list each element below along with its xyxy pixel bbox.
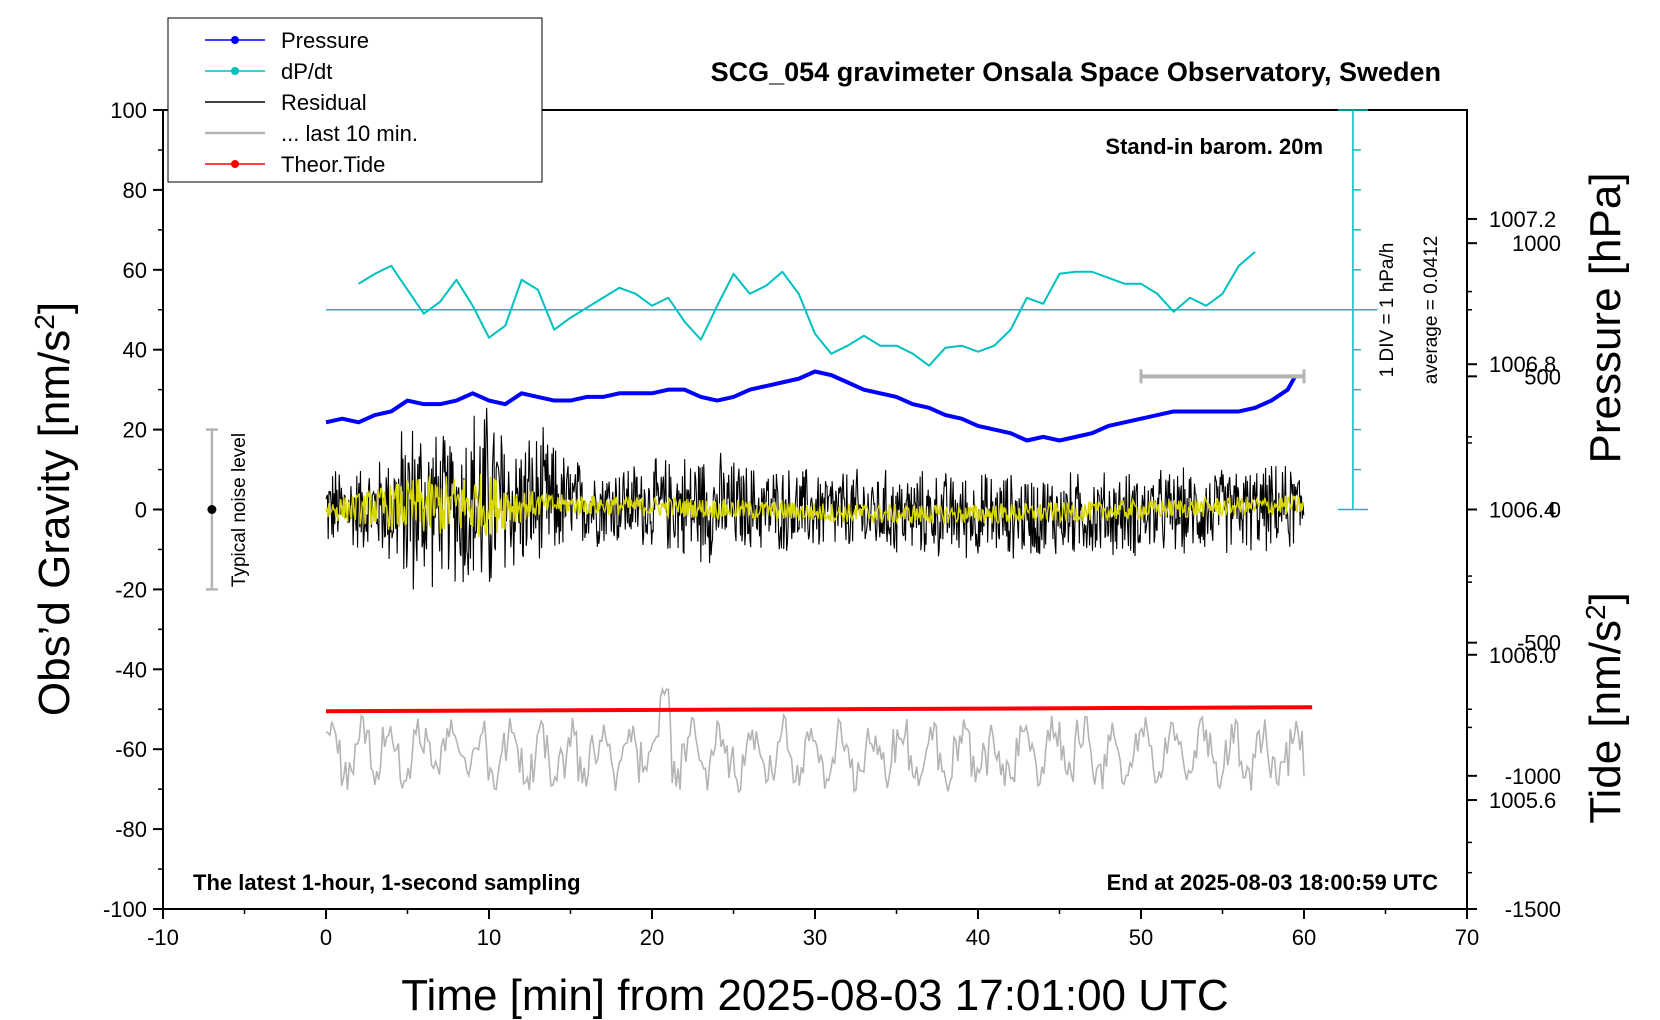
pressure-tick-labels: 1007.2 1006.8 1006.4 1006.0 1005.6 — [1489, 207, 1556, 813]
pressure-tick-label: 1006.0 — [1489, 643, 1556, 668]
y-tick-label: 100 — [110, 98, 147, 123]
legend-label: dP/dt — [281, 59, 332, 84]
legend-box — [167, 17, 543, 183]
legend-label: Theor.Tide — [281, 152, 385, 177]
pressure-tick-label: 1006.4 — [1489, 498, 1556, 523]
bottom-right-note: End at 2025-08-03 18:00:59 UTC — [1107, 870, 1438, 895]
y-tick-label: 60 — [123, 258, 147, 283]
residual-line — [325, 407, 1305, 590]
x-tick-label: 0 — [320, 925, 332, 950]
y-tick-label: -60 — [115, 737, 147, 762]
y-tick-label: 0 — [135, 498, 147, 523]
y-tick-label: -100 — [103, 897, 147, 922]
y-tick-labels: 100 80 60 40 20 0 -20 -40 -60 -80 -100 — [103, 98, 147, 922]
x-tick-label: 10 — [477, 925, 501, 950]
x-tick-label: 50 — [1129, 925, 1153, 950]
x-tick-label: 30 — [803, 925, 827, 950]
y-tick-label: -40 — [115, 657, 147, 682]
x-tick-label: 60 — [1292, 925, 1316, 950]
last-10-min-series — [325, 686, 1305, 794]
y-axis-label-left: Obs’d Gravity [nm/s2] — [29, 302, 80, 716]
div-scale — [1337, 109, 1368, 511]
pressure-series — [325, 369, 1298, 443]
x-tick-label: -10 — [147, 925, 179, 950]
y-tick-label: 80 — [123, 178, 147, 203]
y-tick-label: 20 — [123, 418, 147, 443]
tide-tick-label: 500 — [1524, 364, 1561, 389]
axis-ticks — [153, 109, 1477, 919]
filtered-residual-series — [325, 473, 1304, 538]
tide-tick-label: -500 — [1517, 631, 1561, 656]
barometer-note: Stand-in barom. 20m — [1105, 134, 1323, 159]
tide-tick-labels: 1000 500 0 -500 -1000 -1500 — [1505, 231, 1561, 922]
noise-level-marker — [205, 428, 218, 591]
tide-line — [325, 705, 1313, 714]
legend-label: Pressure — [281, 28, 369, 53]
tide-tick-label: 0 — [1549, 498, 1561, 523]
tide-tick-label: -1500 — [1505, 897, 1561, 922]
legend-label: ... last 10 min. — [281, 121, 418, 146]
y-axis-label-pressure: Pressure [hPa] — [1581, 172, 1630, 463]
legend-marker — [231, 36, 239, 44]
residual-series — [325, 407, 1305, 590]
legend-marker — [231, 160, 239, 168]
noise-label: Typical noise level — [229, 433, 250, 587]
tide-series — [325, 705, 1313, 714]
pressure-line — [325, 369, 1298, 443]
y-tick-label: -20 — [115, 577, 147, 602]
bottom-left-note: The latest 1-hour, 1-second sampling — [193, 870, 581, 895]
average-label: average = 0.0412 — [1421, 236, 1442, 384]
dpdt-series — [326, 251, 1378, 367]
x-tick-label: 70 — [1455, 925, 1479, 950]
chart-title: SCG_054 gravimeter Onsala Space Observat… — [711, 57, 1441, 87]
y-tick-label: 40 — [123, 338, 147, 363]
last-10-min-line — [325, 686, 1305, 794]
x-tick-label: 40 — [966, 925, 990, 950]
pressure-tick-label: 1007.2 — [1489, 207, 1556, 232]
div-label: 1 DIV = 1 hPa/h — [1377, 243, 1398, 378]
filtered-residual-line — [325, 473, 1304, 538]
y-axis-label-tide: Tide [nm/s2] — [1580, 592, 1631, 824]
x-tick-label: 20 — [640, 925, 664, 950]
noise-center-dot — [207, 505, 217, 514]
pressure-tick-label: 1006.8 — [1489, 352, 1556, 377]
legend-marker — [231, 67, 239, 75]
legend-label: Residual — [281, 90, 367, 115]
tide-tick-label: -1000 — [1505, 764, 1561, 789]
legend: Pressure dP/dt Residual ... last 10 min. The… — [167, 17, 543, 183]
last-10-min-bar — [1139, 369, 1306, 384]
pressure-tick-label: 1005.6 — [1489, 788, 1556, 813]
tide-tick-label: 1000 — [1512, 231, 1561, 256]
y-tick-label: -80 — [115, 817, 147, 842]
x-axis-label: Time [min] from 2025-08-03 17:01:00 UTC — [401, 971, 1228, 1020]
x-tick-labels: -10 0 10 20 30 40 50 60 70 — [147, 925, 1479, 950]
dpdt-line — [358, 251, 1256, 367]
